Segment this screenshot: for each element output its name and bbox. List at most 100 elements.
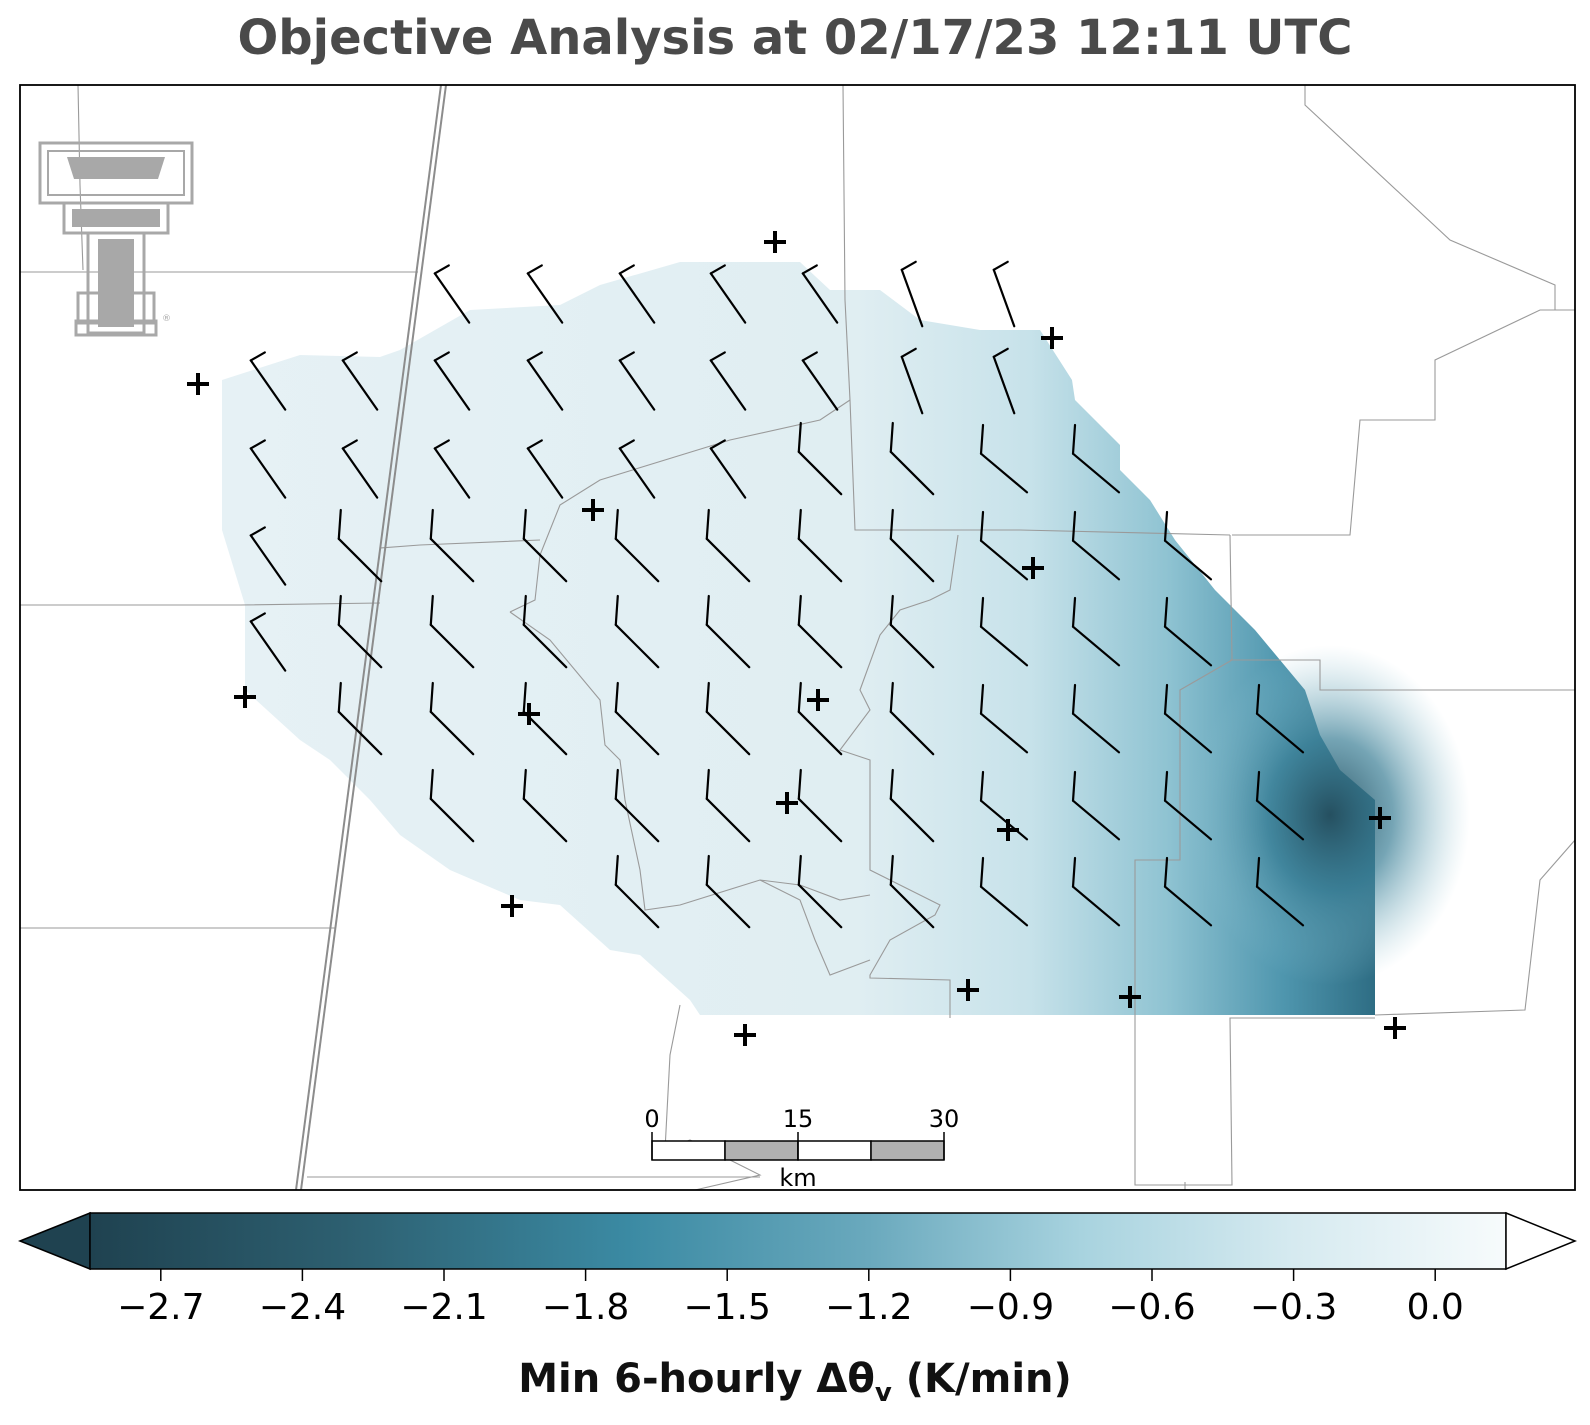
wind-barb-shaft	[526, 272, 564, 324]
wind-barb-flag	[889, 768, 894, 800]
wind-barb-shaft	[797, 450, 843, 496]
wind-barb	[618, 351, 656, 411]
wind-barb-flag	[1071, 770, 1077, 802]
wind-barb	[1071, 596, 1121, 667]
wind-barb-flag	[705, 681, 710, 713]
wind-barb-flag	[889, 421, 894, 453]
wind-barb-flag	[889, 508, 894, 540]
wind-barb-flag	[522, 594, 527, 626]
station-marker	[1119, 986, 1141, 1008]
wind-barb-shaft	[614, 623, 660, 669]
wind-barb-shaft	[797, 623, 843, 669]
wind-barb-shaft	[889, 883, 935, 929]
colorbar-tick-label: −1.2	[825, 1287, 912, 1328]
wind-barb	[337, 594, 383, 669]
wind-barb-shaft	[797, 883, 843, 929]
wind-barb-flag	[979, 683, 985, 715]
wind-barb-shaft	[797, 797, 843, 843]
wind-barb-flag	[889, 681, 894, 713]
scale-label-30: 30	[929, 1105, 960, 1133]
wind-barb-shaft	[526, 447, 564, 499]
wind-barb-flag	[618, 264, 635, 275]
colorbar-label-main: Min 6-hourly Δθ	[518, 1356, 875, 1402]
wind-barb-shaft	[889, 537, 935, 583]
wind-barb-flag	[979, 856, 985, 888]
wind-barb-shaft	[801, 359, 839, 411]
wind-barb-flag	[433, 439, 450, 450]
wind-barb	[1163, 596, 1213, 667]
wind-barb	[433, 264, 471, 324]
wind-barb	[705, 508, 751, 583]
wind-barb	[614, 854, 660, 929]
wind-barb-shaft	[979, 712, 1029, 754]
wind-barb-shaft	[705, 537, 751, 583]
wind-barb	[614, 681, 660, 756]
wind-barb-flag	[618, 439, 635, 450]
wind-barb-flag	[797, 681, 802, 713]
wind-barb-flag	[614, 508, 619, 540]
wind-barb-shaft	[889, 450, 935, 496]
analysis-field	[222, 262, 1470, 1015]
wind-barb-shaft	[433, 272, 471, 324]
wind-barb-flag	[979, 510, 985, 542]
wind-barb-flag	[797, 421, 802, 453]
wind-barb-flag	[337, 681, 342, 713]
wind-barb-flag	[705, 768, 710, 800]
colorbar-body	[89, 1212, 1507, 1270]
wind-barb-shaft	[801, 272, 839, 324]
wind-barb	[1163, 856, 1213, 927]
wind-barb	[797, 768, 843, 843]
colorbar-tick-label: 0.0	[1407, 1287, 1464, 1328]
wind-barb-shaft	[618, 272, 656, 324]
wind-barb	[709, 439, 747, 499]
colorbar-label-sub: v	[874, 1378, 892, 1408]
wind-barb-shaft	[979, 625, 1029, 667]
wind-barb-shaft	[1071, 625, 1121, 667]
wind-barb-flag	[337, 594, 342, 626]
colorbar-extend-high	[1505, 1211, 1577, 1271]
wind-barb-shaft	[341, 447, 379, 499]
wind-barb	[797, 594, 843, 669]
colorbar-tick-label: −1.5	[683, 1287, 770, 1328]
wind-barb-flag	[526, 439, 543, 450]
wind-barb-flag	[341, 439, 358, 450]
wind-barb	[1255, 856, 1305, 927]
colorbar-tick-label: −0.3	[1250, 1287, 1337, 1328]
wind-barb	[1071, 856, 1121, 927]
wind-barb	[429, 768, 475, 843]
colorbar-extend-low	[17, 1211, 91, 1271]
wind-barb	[705, 594, 751, 669]
wind-barb-flag	[979, 423, 985, 455]
scale-bar: 0 15 30 km	[644, 1105, 959, 1192]
wind-barb-shaft	[979, 799, 1029, 841]
station-marker	[1022, 557, 1044, 579]
wind-barb-shaft	[1163, 625, 1213, 667]
wind-barb-flag	[1071, 596, 1077, 628]
wind-barb-shaft	[1255, 885, 1305, 927]
wind-barb	[889, 594, 935, 669]
wind-barb-flag	[1071, 510, 1077, 542]
wind-barb-flag	[992, 260, 1009, 271]
wind-barb-flag	[801, 264, 818, 275]
wind-barb-shaft	[429, 797, 475, 843]
wind-barb-flag	[341, 351, 358, 362]
wind-barb-shaft	[337, 623, 383, 669]
scale-unit: km	[779, 1164, 816, 1192]
wind-barb	[429, 508, 475, 583]
wind-barb-shaft	[429, 710, 475, 756]
wind-barb	[526, 264, 564, 324]
wind-barb-flag	[1163, 510, 1169, 542]
wind-barb	[522, 594, 568, 669]
wind-barb	[1163, 510, 1213, 581]
wind-barb-flag	[249, 439, 266, 450]
wind-barb	[526, 351, 564, 411]
wind-barb-flag	[1163, 683, 1169, 715]
wind-barb-shaft	[1071, 539, 1121, 581]
wind-barb-flag	[614, 854, 619, 886]
wind-barb	[992, 260, 1016, 328]
wind-barb	[341, 351, 379, 411]
wind-barb-flag	[889, 594, 894, 626]
wind-barb	[614, 768, 660, 843]
wind-barb-flag	[1071, 683, 1077, 715]
wind-barb	[889, 854, 935, 929]
